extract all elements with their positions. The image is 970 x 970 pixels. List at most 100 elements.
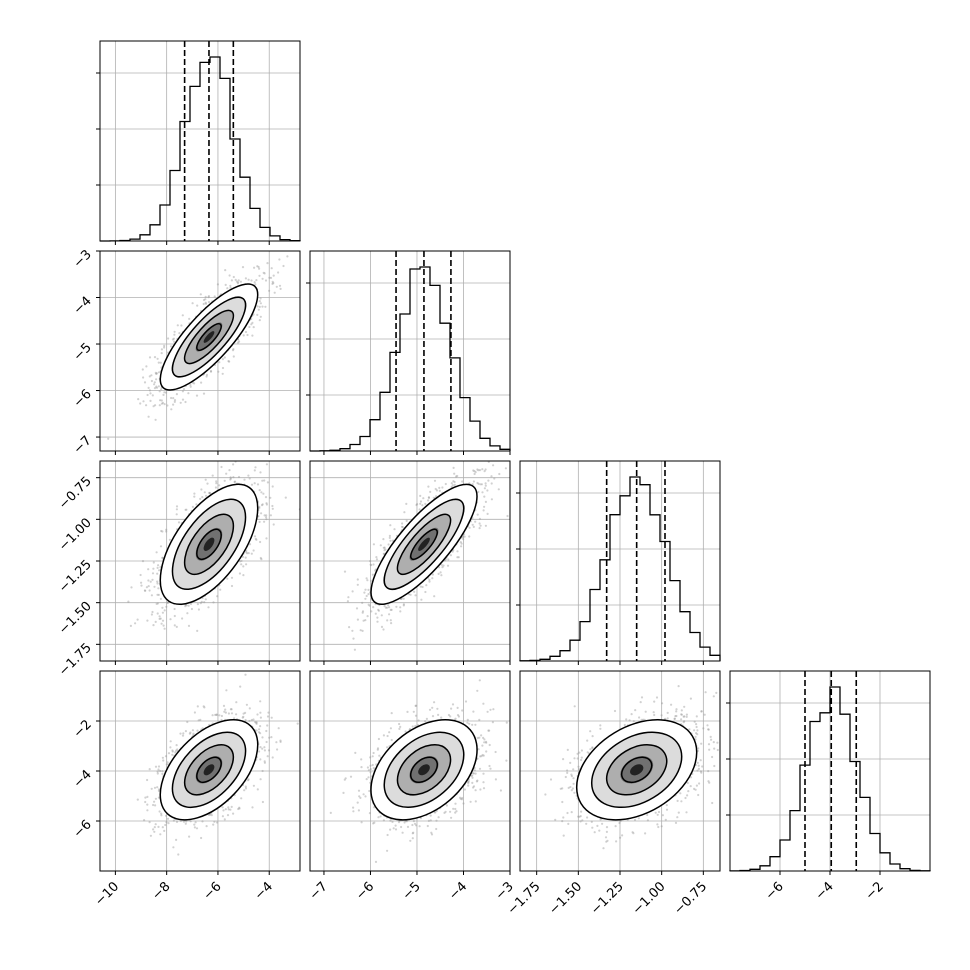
sample-point — [477, 469, 480, 472]
sample-point — [232, 275, 235, 279]
sample-point — [498, 472, 501, 476]
sample-point — [191, 505, 194, 508]
sample-point — [184, 605, 187, 608]
sample-point — [167, 643, 170, 646]
sample-point — [389, 608, 392, 611]
sample-point — [265, 463, 268, 466]
sample-point — [384, 548, 387, 551]
sample-point — [268, 289, 271, 292]
sample-point — [155, 385, 158, 388]
sample-point — [490, 482, 493, 485]
sample-point — [271, 507, 274, 510]
sample-point — [418, 508, 421, 511]
sample-point — [450, 485, 453, 488]
sample-point — [151, 394, 154, 397]
sample-point — [269, 514, 272, 517]
sample-point — [204, 298, 207, 301]
density-layer — [107, 247, 289, 440]
sample-point — [372, 563, 375, 566]
sample-point — [472, 469, 475, 472]
sample-point — [229, 478, 232, 481]
sample-point — [433, 595, 436, 598]
sample-point — [153, 356, 157, 359]
y-tick-label-1-3: −4 — [71, 294, 95, 318]
sample-point — [165, 528, 168, 531]
sample-point — [173, 340, 176, 343]
sample-point — [419, 500, 423, 503]
sample-point — [456, 556, 459, 559]
sample-point — [487, 479, 490, 482]
sample-point — [254, 537, 257, 540]
sample-point — [239, 448, 241, 450]
sample-point — [361, 610, 365, 613]
sample-point — [205, 375, 208, 378]
sample-point — [156, 593, 159, 596]
sample-point — [165, 605, 168, 608]
sample-point — [173, 614, 176, 618]
sample-point — [428, 578, 431, 581]
sample-point — [212, 601, 215, 604]
sample-point — [440, 574, 443, 577]
sample-point — [277, 271, 280, 274]
sample-point — [147, 579, 150, 582]
sample-point — [199, 602, 202, 605]
sample-point — [203, 491, 206, 494]
sample-point — [265, 514, 268, 517]
sample-point — [155, 378, 158, 381]
sample-point — [368, 604, 371, 607]
sample-point — [285, 247, 287, 249]
sample-point — [264, 454, 266, 456]
sample-point — [159, 617, 162, 620]
sample-point — [157, 593, 160, 596]
sample-point — [154, 620, 157, 623]
sample-point — [282, 264, 285, 268]
sample-point — [478, 527, 481, 530]
sample-point — [471, 523, 474, 526]
sample-point — [460, 542, 463, 545]
sample-point — [229, 477, 232, 480]
sample-point — [421, 504, 424, 507]
sample-point — [364, 588, 367, 591]
sample-point — [220, 465, 223, 469]
sample-point — [221, 358, 224, 361]
sample-point — [261, 305, 264, 308]
sample-point — [171, 338, 174, 341]
sample-point — [141, 368, 144, 371]
sample-point — [263, 479, 266, 482]
sample-point — [269, 496, 272, 499]
sample-point — [143, 589, 146, 592]
sample-point — [242, 334, 245, 337]
sample-point — [165, 530, 168, 533]
sample-point — [278, 284, 282, 287]
sample-point — [200, 600, 203, 603]
sample-point — [388, 534, 391, 537]
sample-point — [204, 478, 207, 481]
sample-point — [257, 308, 260, 311]
sample-point — [168, 538, 171, 541]
sample-point — [204, 598, 207, 601]
sample-point — [260, 491, 263, 494]
y-tick-label-2-3: −1.00 — [56, 516, 95, 555]
sample-point — [230, 279, 233, 282]
sample-point — [223, 479, 226, 482]
panel-frame — [99, 250, 301, 452]
sample-point — [440, 563, 443, 566]
sample-point — [155, 551, 158, 554]
sample-point — [154, 418, 157, 421]
sample-point — [382, 628, 385, 631]
sample-point — [239, 280, 242, 283]
sample-point — [455, 475, 458, 478]
sample-point — [351, 629, 354, 632]
sample-point — [137, 398, 140, 401]
sample-point — [169, 345, 173, 348]
sample-point — [181, 314, 184, 317]
sample-point — [201, 496, 204, 499]
sample-point — [375, 556, 378, 559]
sample-point — [211, 474, 214, 477]
sample-point — [393, 528, 396, 531]
sample-point — [424, 502, 427, 505]
sample-point — [139, 402, 142, 405]
sample-point — [386, 619, 389, 622]
sample-point — [235, 280, 238, 283]
sample-point — [272, 281, 275, 285]
